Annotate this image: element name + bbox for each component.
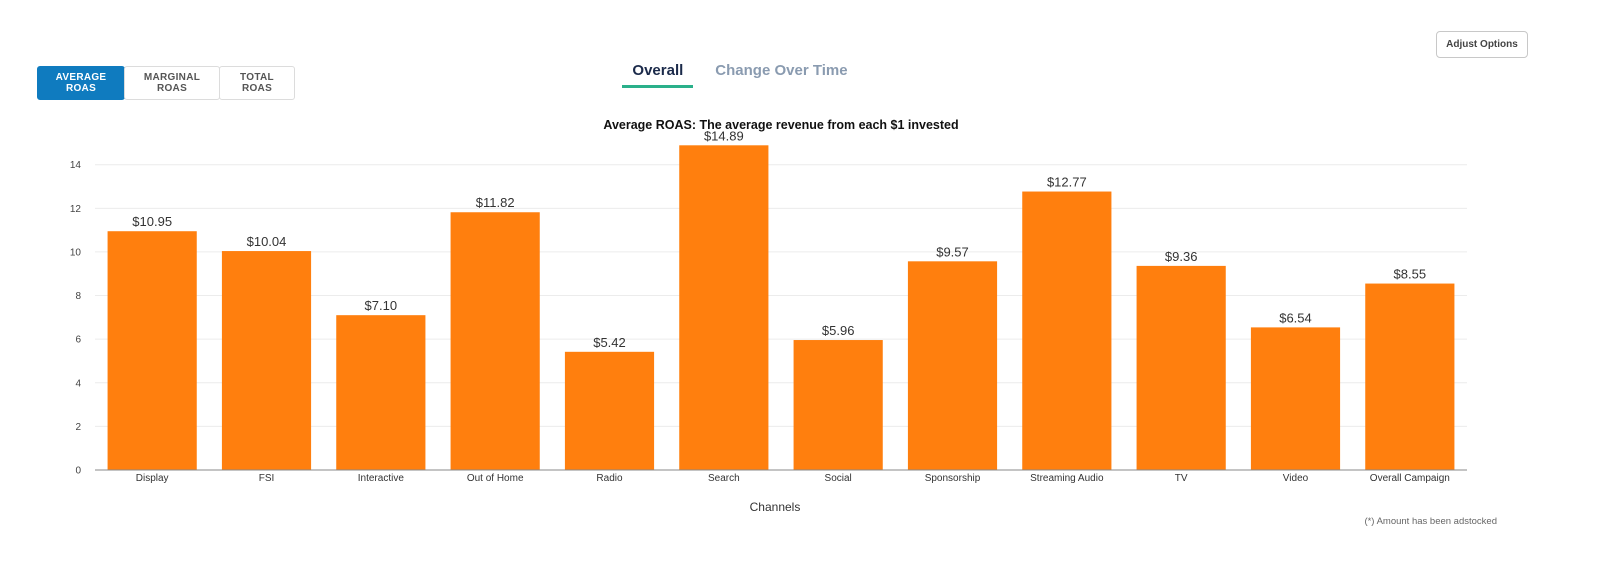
- metric-button-group: AVERAGE ROAS MARGINAL ROAS TOTAL ROAS: [37, 66, 295, 100]
- bar: [1250, 327, 1341, 470]
- y-tick-label: 8: [75, 291, 81, 302]
- bar-value-label: $5.96: [822, 323, 855, 338]
- bar-value-label: $10.95: [132, 214, 172, 229]
- bar: [679, 145, 769, 470]
- total-roas-button[interactable]: TOTAL ROAS: [219, 66, 295, 100]
- bar: [221, 251, 312, 470]
- bar: [793, 340, 883, 470]
- marginal-roas-button[interactable]: MARGINAL ROAS: [124, 66, 220, 100]
- bar: [1365, 283, 1455, 470]
- bar-value-label: $9.57: [936, 244, 969, 259]
- bar: [564, 351, 655, 470]
- bar-value-label: $10.04: [247, 234, 287, 249]
- y-tick-label: 14: [70, 160, 82, 171]
- bar-value-label: $6.54: [1279, 310, 1312, 325]
- adjust-options-button[interactable]: Adjust Options: [1436, 31, 1528, 58]
- bar-value-label: $9.36: [1165, 249, 1198, 264]
- x-tick-label: Search: [708, 473, 740, 484]
- x-tick-label: Social: [825, 473, 852, 484]
- bar-value-label: $11.82: [476, 195, 515, 210]
- x-tick-label: TV: [1175, 473, 1188, 484]
- y-tick-label: 2: [75, 422, 81, 433]
- x-tick-label: Streaming Audio: [1030, 473, 1104, 484]
- average-roas-button[interactable]: AVERAGE ROAS: [37, 66, 125, 100]
- bar-value-label: $5.42: [593, 335, 626, 350]
- bar-value-label: $14.89: [704, 128, 744, 143]
- chart-title: Average ROAS: The average revenue from e…: [603, 118, 958, 132]
- y-tick-label: 12: [70, 204, 82, 215]
- bar-value-label: $8.55: [1394, 267, 1427, 282]
- bar: [107, 231, 197, 470]
- x-axis-title: Channels: [750, 500, 801, 514]
- x-tick-label: Sponsorship: [925, 473, 981, 484]
- bar: [336, 315, 426, 470]
- view-tabs: Overall Change Over Time: [0, 60, 1600, 88]
- roas-bar-chart: Average ROAS: The average revenue from e…: [70, 118, 1467, 514]
- x-tick-label: Radio: [596, 473, 623, 484]
- x-tick-label: Interactive: [358, 473, 405, 484]
- x-tick-label: Out of Home: [467, 473, 524, 484]
- tab-overall[interactable]: Overall: [622, 60, 694, 88]
- x-tick-label: Video: [1283, 473, 1309, 484]
- x-tick-label: Display: [136, 473, 169, 484]
- bar: [1022, 191, 1112, 470]
- adstock-footnote: (*) Amount has been adstocked: [1364, 516, 1497, 527]
- x-tick-label: Overall Campaign: [1370, 473, 1450, 484]
- tab-change-over-time[interactable]: Change Over Time: [715, 62, 848, 79]
- x-tick-label: FSI: [259, 473, 275, 484]
- y-tick-label: 10: [70, 247, 82, 258]
- y-tick-label: 0: [75, 466, 81, 477]
- bar-value-label: $7.10: [365, 298, 398, 313]
- bar: [907, 261, 998, 470]
- bar: [1136, 265, 1226, 470]
- bar-value-label: $12.77: [1047, 175, 1087, 190]
- y-tick-label: 4: [75, 378, 81, 389]
- bar: [450, 212, 540, 470]
- y-tick-label: 6: [75, 335, 81, 346]
